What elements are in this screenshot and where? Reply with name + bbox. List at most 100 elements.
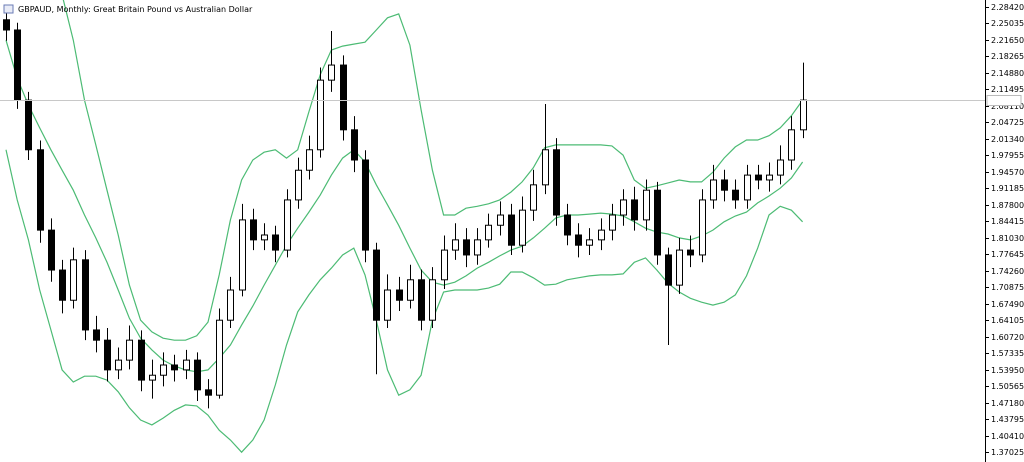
candle-body [463,239,470,256]
band-upper [62,0,804,341]
candle-body [777,159,784,176]
y-tick-label: 1.94570 [991,168,1024,177]
y-tick-label: 1.77645 [991,250,1024,259]
candle-body [441,249,448,281]
candle-body [788,129,795,161]
candle-body [373,249,380,321]
candle-body [732,189,739,201]
candle-body [699,199,706,256]
y-tick-label: 1.74260 [991,267,1024,276]
y-tick-label: 1.57335 [991,349,1024,358]
candle-body [25,99,32,151]
y-tick-label: 1.81030 [991,234,1024,243]
candle-body [429,279,436,321]
candle-body [295,169,302,201]
candle-body [744,174,751,201]
candle-body [654,189,661,256]
candle-body [171,364,178,371]
candle-body [530,184,537,211]
candle-body [575,234,582,246]
y-tick-label: 2.08110 [991,102,1024,111]
candle-body [183,359,190,371]
y-tick-label: 2.21650 [991,36,1024,45]
candle-body [239,219,246,291]
y-tick-label: 1.87800 [991,201,1024,210]
y-tick-label: 1.40410 [991,432,1024,441]
candle-body [362,159,369,251]
candle-body [407,279,414,301]
candle-body [687,249,694,256]
candle-body [609,214,616,231]
y-tick-label: 1.53950 [991,366,1024,375]
candle-body [620,199,627,216]
candle-body [452,239,459,251]
candle-body [676,249,683,286]
candle-body [227,289,234,321]
y-tick-label: 1.43795 [991,415,1024,424]
candle-body [48,229,55,271]
candle-body [508,214,515,246]
candle-body [340,64,347,131]
y-tick-label: 1.37025 [991,448,1024,457]
candle-body [497,214,504,226]
candle-body [418,279,425,321]
candle-body [328,64,335,81]
candle-body [59,269,66,301]
y-tick-label: 2.28420 [991,3,1024,12]
y-tick-label: 2.25035 [991,19,1024,28]
candle-body [542,149,549,186]
candle-body [396,289,403,301]
y-tick-label: 1.50565 [991,382,1024,391]
last-price-tag [986,95,1022,106]
candle-body [272,234,279,251]
candle-body [82,259,89,331]
y-tick-label: 1.60720 [991,333,1024,342]
candle-body [755,174,762,181]
candle-body [598,229,605,241]
y-tick-label: 2.01340 [991,135,1024,144]
y-tick-label: 2.18265 [991,52,1024,61]
y-tick-label: 1.97955 [991,151,1024,160]
candle-body [250,219,257,241]
candle-body [485,224,492,241]
candle-body [115,359,122,371]
candle-body [384,289,391,321]
candle-body [564,214,571,236]
candle-body [474,239,481,256]
candle-body [149,374,156,381]
candle-body [553,149,560,216]
candle-body [14,29,21,101]
candle-body [586,239,593,246]
y-tick-label: 2.14880 [991,69,1024,78]
chart-icon [3,4,14,14]
y-tick-label: 2.04725 [991,118,1024,127]
candle-body [93,329,100,341]
candle-body [104,339,111,371]
candle-body [284,199,291,251]
candle-body [126,339,133,361]
plot-area [3,0,807,454]
candle-body [306,149,313,171]
candle-body [70,259,77,301]
candle-body [138,339,145,381]
candle-body [800,99,807,131]
y-tick-label: 1.67490 [991,300,1024,309]
y-tick-label: 1.91185 [991,184,1024,193]
candle-body [194,359,201,391]
candle-body [631,199,638,221]
candle-body [216,319,223,396]
candle-body [710,179,717,201]
chart-title: GBPAUD, Monthly: Great Britain Pound vs … [18,5,253,14]
y-tick-label: 1.47180 [991,399,1024,408]
candle-body [317,79,324,151]
candle-body [3,19,10,31]
y-tick-label: 2.11495 [991,85,1024,94]
candle-body [205,389,212,396]
candle-body [160,364,167,376]
y-tick-label: 1.70875 [991,283,1024,292]
candle-body [519,209,526,246]
y-tick-label: 1.84415 [991,217,1024,226]
candle-body [721,179,728,191]
candle-body [351,129,358,161]
